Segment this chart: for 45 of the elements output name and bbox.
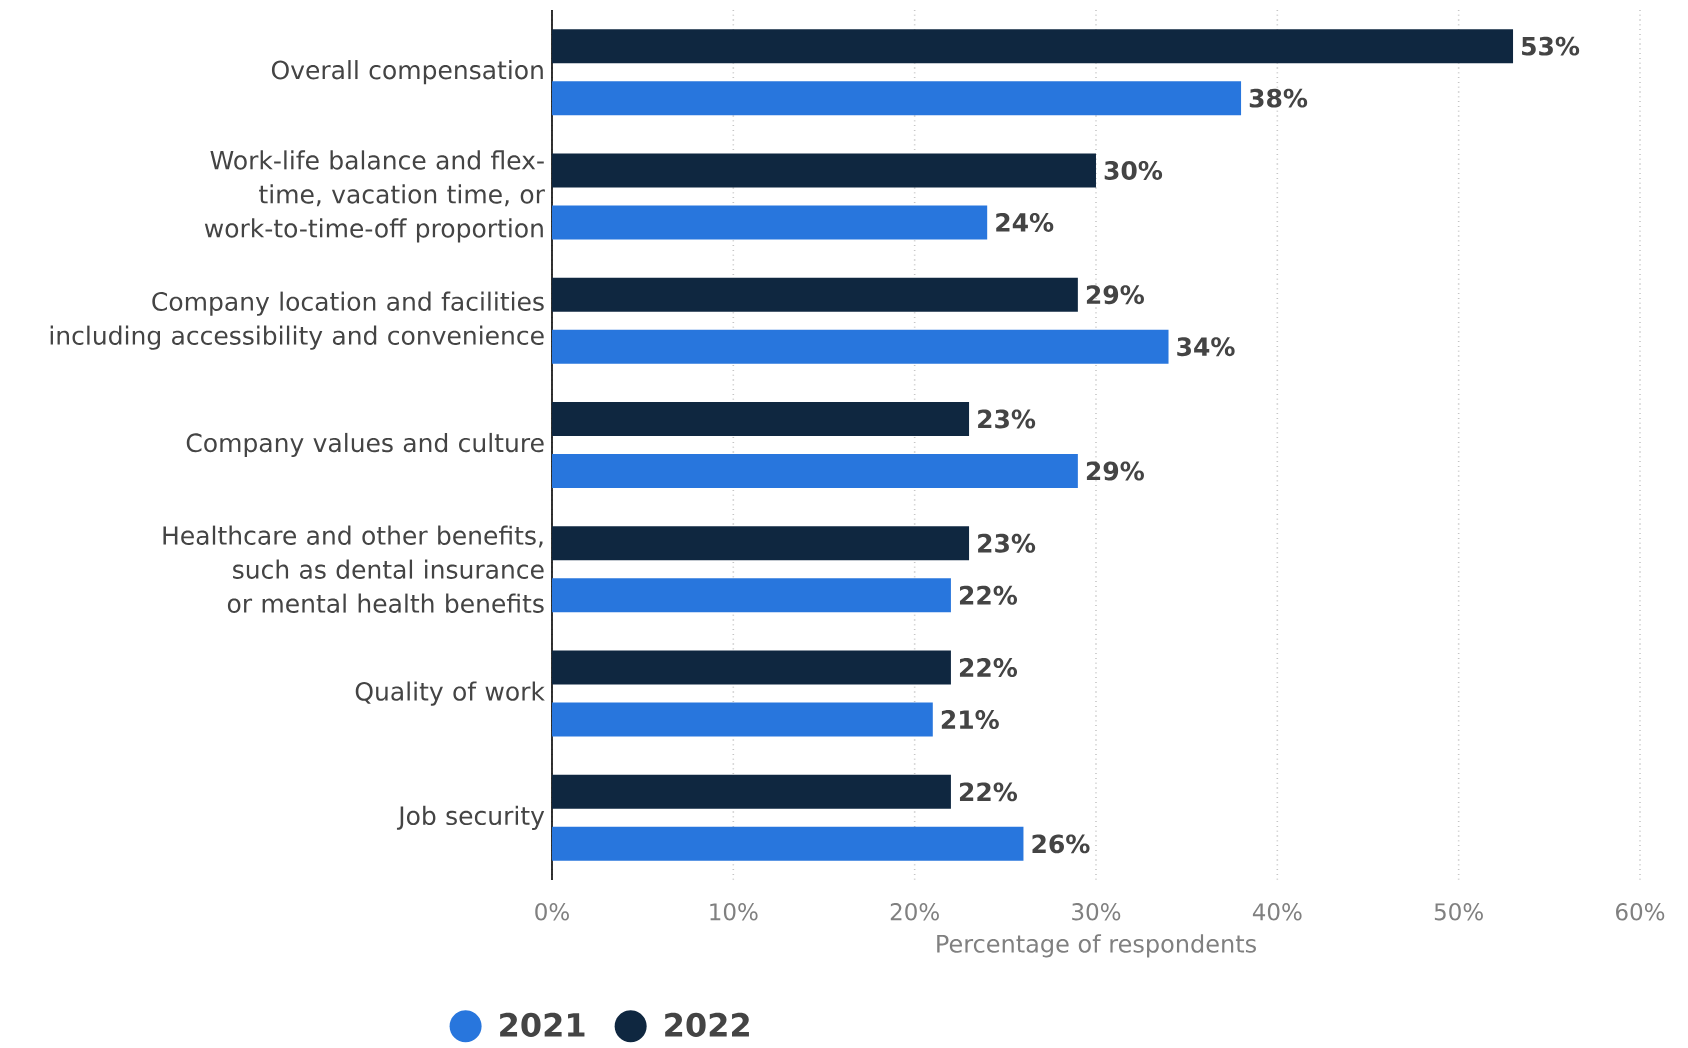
bar	[551, 402, 970, 437]
bar	[551, 702, 933, 737]
data-label: 34%	[1177, 337, 1235, 357]
data-label: 53%	[1522, 36, 1580, 56]
data-label: 29%	[1086, 285, 1144, 305]
y-tick-label: Healthcare and other benefits, such as dental insurance or mental health benefits	[163, 525, 544, 613]
data-label: 23%	[978, 533, 1036, 553]
data-label: 38%	[1249, 88, 1308, 108]
bar	[551, 826, 1024, 861]
bar	[551, 29, 1514, 64]
y-tick-label: Company location and facilities including accessibility and convenience	[50, 291, 544, 350]
x-tick-label: 60%	[1616, 903, 1665, 921]
x-tick-label: 30%	[1072, 903, 1121, 921]
data-label: 22%	[959, 658, 1018, 678]
x-tick-label: 10%	[710, 903, 758, 921]
data-label: 24%	[996, 212, 1054, 232]
y-tick-label: Work-life balance and flex-time, vacation time, or work-to-time-off proportion	[204, 150, 545, 243]
y-tick-label: Job security	[396, 805, 545, 830]
data-label: 22%	[959, 782, 1018, 802]
x-tick-label: 50%	[1434, 903, 1483, 921]
x-tick-label: 20%	[890, 903, 939, 921]
y-tick-label: Company values and culture	[186, 432, 544, 458]
bar	[551, 329, 1169, 364]
data-label: 21%	[941, 710, 999, 730]
legend-label: 2022	[665, 1012, 749, 1037]
bar	[551, 526, 970, 561]
bar	[551, 454, 1078, 489]
legend-label: 2021	[500, 1012, 585, 1037]
bar	[551, 774, 951, 809]
bar	[551, 277, 1078, 312]
bar	[551, 578, 951, 613]
data-label: 30%	[1104, 160, 1163, 180]
x-tick-label: 0%	[535, 903, 569, 921]
x-tick-label: 40%	[1252, 903, 1302, 921]
x-axis-title: Percentage of respondents	[937, 934, 1256, 958]
data-label: 29%	[1086, 461, 1144, 481]
bar	[551, 81, 1242, 116]
data-label: 23%	[978, 409, 1036, 429]
y-tick-label: Overall compensation	[271, 60, 543, 85]
data-label: 22%	[959, 585, 1018, 605]
bar	[551, 153, 1096, 188]
bar	[551, 205, 988, 240]
data-label: 26%	[1032, 834, 1090, 854]
y-tick-label: Quality of work	[355, 681, 545, 706]
bar	[551, 650, 951, 685]
